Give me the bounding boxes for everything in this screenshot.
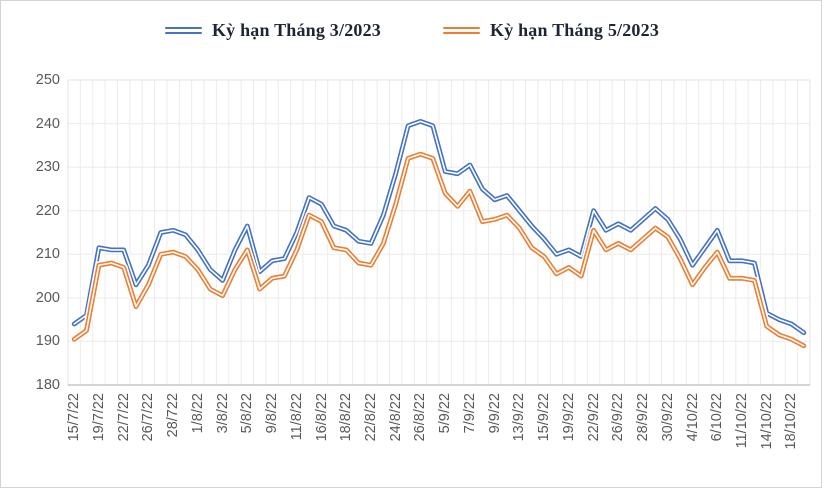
legend-marker-thang-3-2023 <box>164 26 202 35</box>
x-axis-label: 11/10/22 <box>733 393 750 449</box>
x-axis-label: 26/9/22 <box>610 393 627 442</box>
legend-item-thang-3-2023: Kỳ hạn Tháng 3/2023 <box>164 20 381 41</box>
x-axis-label: 19/7/22 <box>90 393 107 442</box>
x-axis-label: 3/8/22 <box>214 393 231 434</box>
x-axis-label: 5/8/22 <box>239 393 256 434</box>
x-axis-label: 18/8/22 <box>338 393 355 442</box>
x-axis-label: 9/8/22 <box>264 393 281 434</box>
x-axis-label: 6/10/22 <box>709 393 726 442</box>
x-axis-label: 4/10/22 <box>684 393 701 442</box>
x-axis-label: 22/9/22 <box>585 393 602 442</box>
x-axis-label: 18/10/22 <box>783 393 800 450</box>
legend: Kỳ hạn Tháng 3/2023 Kỳ hạn Tháng 5/2023 <box>0 20 824 41</box>
legend-marker-thang-5-2023 <box>443 26 480 35</box>
x-axis-label: 16/8/22 <box>313 393 330 442</box>
x-axis-label: 15/9/22 <box>536 393 553 442</box>
x-axis-label: 26/8/22 <box>412 393 429 442</box>
legend-label: Kỳ hạn Tháng 3/2023 <box>211 20 381 40</box>
x-axis-label: 11/8/22 <box>288 393 305 441</box>
legend-label: Kỳ hạn Tháng 5/2023 <box>490 20 660 40</box>
y-axis-label: 220 <box>35 202 60 219</box>
x-axis-label: 28/9/22 <box>635 393 652 442</box>
y-axis-label: 200 <box>35 289 60 306</box>
x-axis-label: 19/9/22 <box>560 393 577 442</box>
y-axis-label: 190 <box>35 333 60 350</box>
x-axis-label: 13/9/22 <box>511 393 528 442</box>
x-axis-label: 28/722 <box>165 393 182 438</box>
x-axis-label: 22/8/22 <box>362 393 379 442</box>
legend-item-thang-5-2023: Kỳ hạn Tháng 5/2023 <box>443 20 659 41</box>
y-axis-label: 250 <box>35 72 60 88</box>
y-axis-label: 210 <box>35 246 60 263</box>
x-axis-label: 15/7/22 <box>66 393 83 442</box>
y-axis-label: 180 <box>35 377 60 393</box>
x-axis-label: 30/9/22 <box>659 393 676 442</box>
x-axis-label: 1/8/22 <box>189 393 206 434</box>
x-axis-label: 9/9/22 <box>486 393 503 434</box>
x-axis-label: 24/8/22 <box>387 393 404 442</box>
x-axis-label: 22/7/22 <box>115 393 132 442</box>
x-axis-label: 14/10/22 <box>758 393 775 450</box>
y-axis-label: 240 <box>35 115 60 132</box>
y-axis-label: 230 <box>35 159 60 176</box>
x-axis-label: 26/7/22 <box>140 393 157 442</box>
x-axis-label: 7/9/22 <box>461 393 478 434</box>
x-axis-label: 5/9/22 <box>437 393 454 434</box>
